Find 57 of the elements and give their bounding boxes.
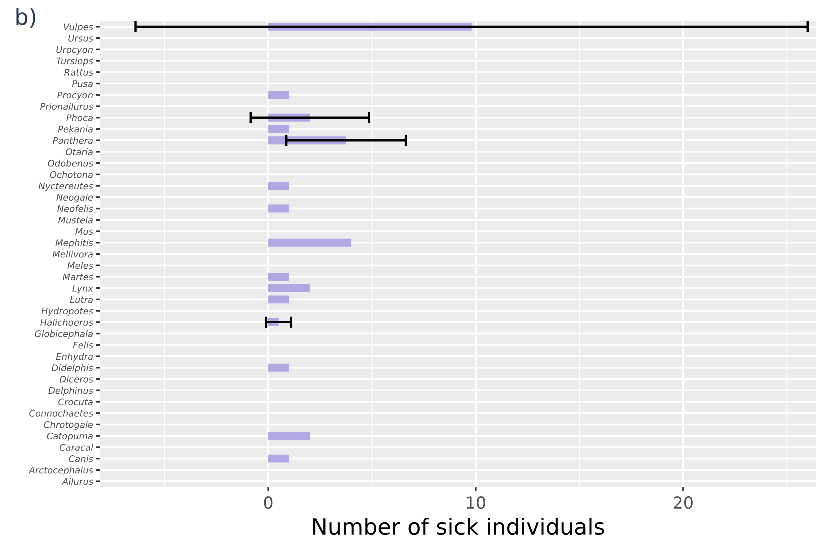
- y-tick-label: Catopuma: [47, 432, 93, 442]
- y-tick-label: Odobenus: [48, 160, 94, 167]
- y-tick-label: Panthera: [53, 137, 93, 144]
- bar: [268, 125, 290, 134]
- y-tick-label: Hydropotes: [42, 308, 94, 316]
- y-tick-label: Mus: [76, 228, 94, 236]
- y-tick-label: Martes: [62, 274, 94, 281]
- y-tick-label: Neofelis: [58, 205, 94, 212]
- y-tick-label: Phoca: [66, 114, 93, 122]
- y-tick-label: Diceros: [60, 376, 94, 383]
- y-tick-label: Ailurus: [62, 478, 94, 486]
- y-tick-label: Arctocephalus: [28, 466, 94, 476]
- bar: [268, 364, 290, 372]
- bar: [268, 272, 290, 281]
- y-tick-label: Mephitis: [56, 239, 94, 248]
- text: b): [16, 8, 36, 28]
- y-tick-label: Urocyon: [56, 46, 93, 55]
- y-tick-label: Procyon: [58, 92, 93, 100]
- bar: [268, 284, 310, 292]
- y-tick-label: Ochotona: [50, 171, 93, 178]
- x-tick-label: 0: [264, 496, 273, 510]
- y-tick-label: Mustela: [58, 216, 93, 224]
- y-tick-label: Enhydra: [56, 353, 93, 362]
- y-tick-label: Mellivora: [52, 250, 93, 258]
- bar: [268, 296, 290, 304]
- x-tick-label: 20: [674, 496, 693, 510]
- x-axis-title: Number of sick individuals: [313, 518, 604, 536]
- y-tick-label: Globicephala: [35, 330, 93, 340]
- y-tick-label: Connochaetes: [30, 410, 94, 417]
- y-tick-label: Rattus: [64, 69, 94, 76]
- y-tick-label: Pekania: [58, 126, 93, 133]
- y-tick-label: Didelphis: [52, 364, 94, 374]
- y-tick-label: Delphinus: [48, 387, 94, 396]
- y-tick-label: Pusa: [72, 80, 93, 88]
- y-tick-label: Lutra: [70, 296, 93, 304]
- bar: [268, 454, 290, 463]
- bar: [268, 204, 290, 213]
- y-tick-label: Lynx: [72, 285, 94, 294]
- bar: [268, 432, 310, 440]
- bar: [268, 238, 352, 247]
- bar: [268, 182, 290, 190]
- y-tick-label: Chrotogale: [44, 421, 94, 430]
- y-tick-label: Crocuta: [58, 398, 93, 406]
- y-tick-label: Meles: [68, 262, 94, 270]
- y-tick-label: Felis: [73, 342, 94, 349]
- y-tick-label: Caracal: [60, 444, 94, 452]
- x-tick-label: 10: [467, 496, 486, 510]
- y-tick-label: Tursiops: [56, 58, 94, 66]
- y-tick-label: Ursus: [68, 35, 94, 42]
- y-tick-label: Vulpes: [64, 24, 94, 32]
- y-tick-label: Neogale: [56, 194, 94, 203]
- y-tick-label: Otaria: [66, 148, 93, 156]
- y-tick-label: Halichoerus: [40, 319, 94, 326]
- y-tick-label: Prionailurus: [40, 103, 94, 110]
- y-tick-label: Nyctereutes: [38, 182, 94, 192]
- y-tick-label: Canis: [69, 455, 94, 462]
- bar: [268, 91, 290, 100]
